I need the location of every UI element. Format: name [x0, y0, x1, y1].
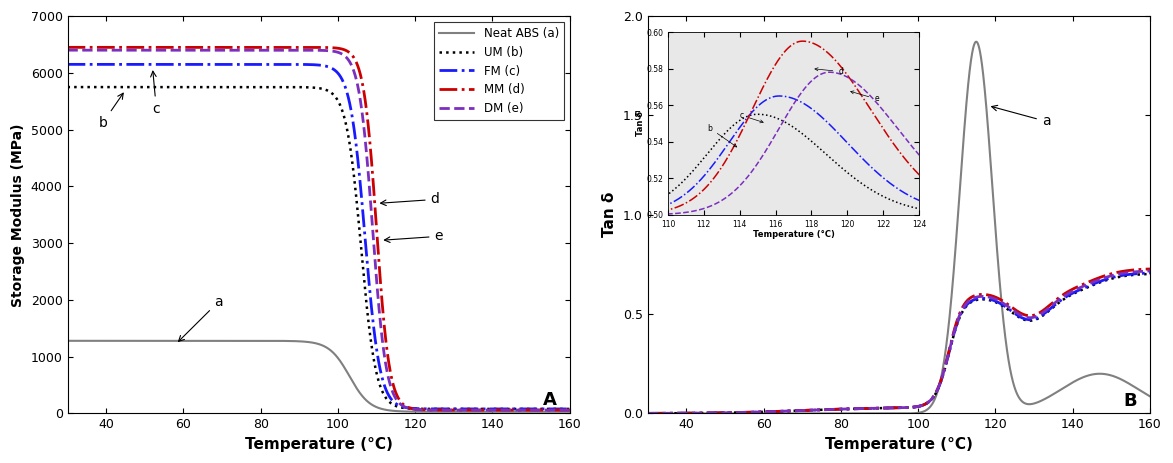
Text: c: c — [150, 71, 161, 116]
Text: b: b — [99, 93, 123, 130]
Text: e: e — [385, 229, 443, 244]
Y-axis label: Tan δ: Tan δ — [603, 192, 617, 238]
Text: d: d — [380, 193, 440, 206]
Text: B: B — [1123, 392, 1137, 410]
Text: a: a — [991, 106, 1051, 128]
Text: a: a — [178, 294, 223, 341]
X-axis label: Temperature (°C): Temperature (°C) — [825, 437, 972, 452]
Text: A: A — [543, 391, 556, 409]
Legend: Neat ABS (a), UM (b), FM (c), MM (d), DM (e): Neat ABS (a), UM (b), FM (c), MM (d), DM… — [434, 22, 564, 120]
X-axis label: Temperature (°C): Temperature (°C) — [245, 437, 393, 452]
Y-axis label: Storage Modulus (MPa): Storage Modulus (MPa) — [11, 123, 25, 307]
